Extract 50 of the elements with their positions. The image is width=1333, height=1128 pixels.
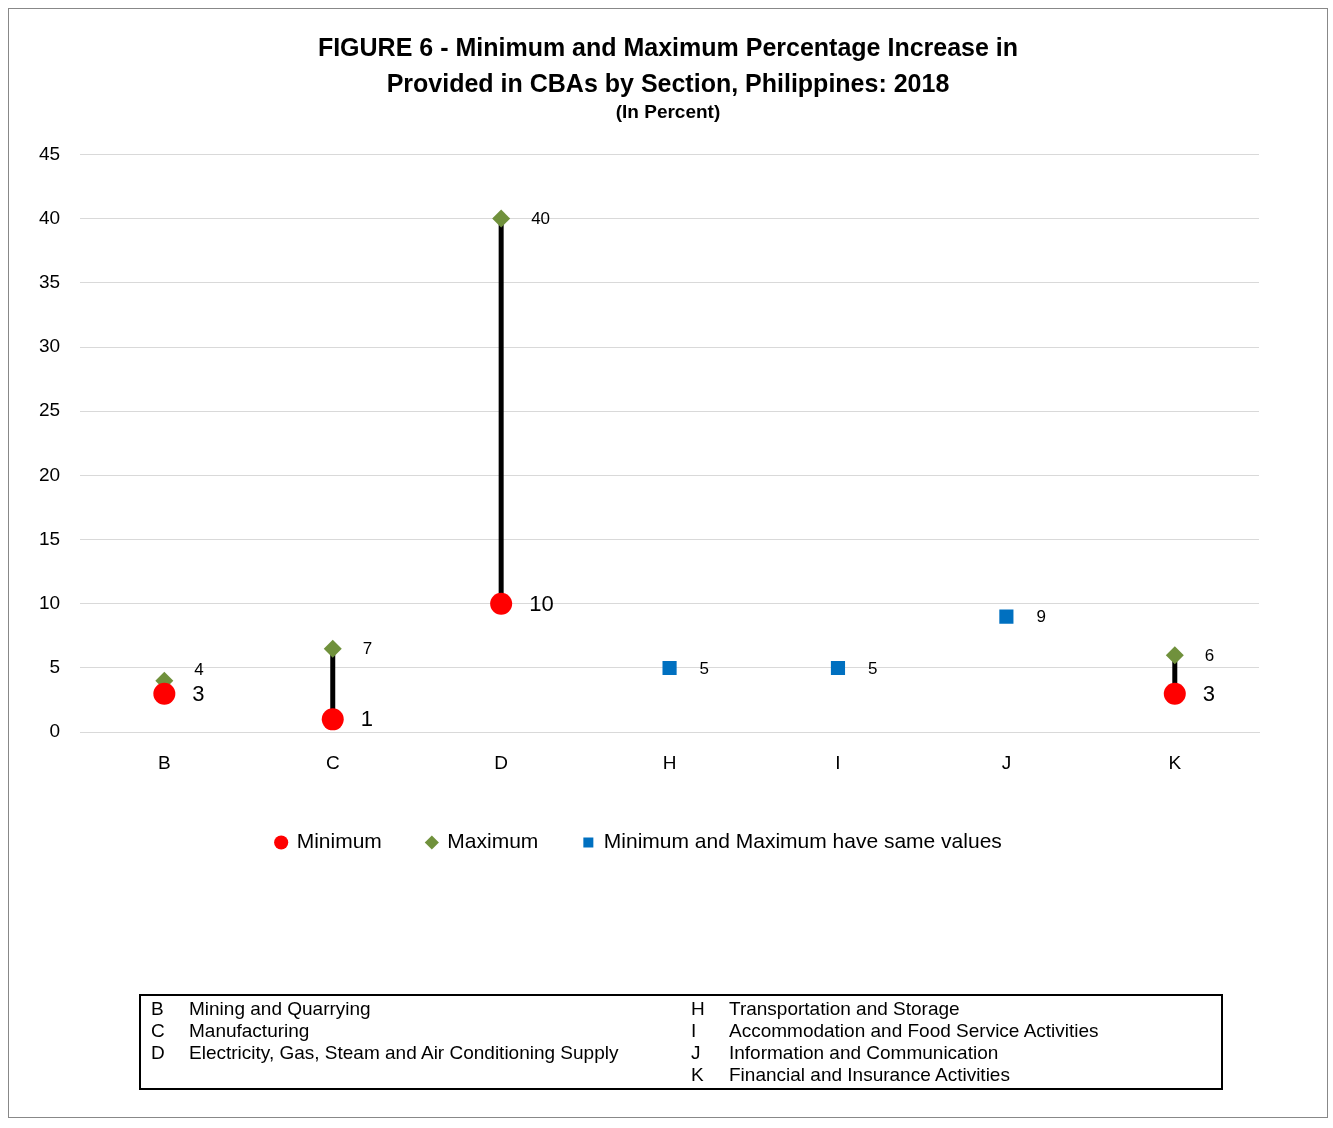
point: [492, 209, 511, 228]
data-label: 4: [194, 659, 204, 679]
y-tick-label: 15: [38, 527, 61, 549]
point: [323, 639, 342, 658]
text: D Electricity, Gas, Steam and Air Conditioning Supply: [151, 1042, 619, 1063]
data-label: 40: [531, 209, 551, 229]
y-tick-label: 45: [38, 142, 61, 164]
text: H Transportation and Storage: [691, 998, 960, 1019]
point: [1165, 646, 1184, 665]
legend-label: Minimum: [296, 829, 382, 853]
x-tick-label: D: [494, 751, 509, 773]
y-tick-label: 30: [38, 335, 61, 357]
point: [830, 660, 846, 676]
x-tick-label: B: [157, 751, 171, 773]
y-tick-label: 20: [38, 463, 61, 485]
x-tick-label: H: [662, 751, 677, 773]
x-tick-label: C: [325, 751, 340, 773]
data-label: 6: [1204, 645, 1215, 665]
point: [490, 592, 513, 615]
point: [999, 609, 1014, 624]
text: B Mining and Quarrying: [151, 998, 371, 1019]
y-tick-label: 40: [38, 206, 61, 228]
chart-title: FIGURE 6 - Minimum and Maximum Percentage Increase in Provided in CBAs by Section, Philippines: 2018: [316, 32, 1020, 99]
legend-label: Maximum: [447, 829, 539, 853]
y-tick-label: 0: [49, 720, 61, 742]
data-label: 5: [867, 658, 878, 678]
data-label: 3: [1202, 680, 1216, 706]
text: J Information and Communication: [691, 1042, 999, 1063]
x-tick-label: J: [1001, 751, 1012, 773]
y-tick-label: 10: [38, 592, 61, 614]
y-tick-label: 25: [38, 399, 61, 421]
data-label: 5: [699, 658, 710, 678]
point: [662, 660, 677, 676]
point: [1163, 682, 1186, 705]
data-label: 1: [360, 706, 373, 732]
text: I Accommodation and Food Service Activities: [691, 1020, 1099, 1041]
y-tick-label: 35: [38, 271, 61, 293]
data-label: 7: [362, 639, 373, 659]
x-tick-label: I: [835, 751, 841, 773]
point: [321, 708, 344, 731]
text: K Financial and Insurance Activities: [691, 1064, 1010, 1085]
chart-subtitle: (In Percent): [614, 101, 722, 123]
x-tick-label: K: [1168, 751, 1182, 773]
data-label: 9: [1036, 607, 1046, 627]
y-tick-label: 5: [49, 656, 61, 678]
legend-label: Minimum and Maximum have same values: [603, 829, 1002, 853]
point: [153, 682, 176, 705]
text: C Manufacturing: [151, 1020, 310, 1041]
data-label: 10: [529, 590, 554, 616]
data-label: 3: [192, 680, 205, 706]
